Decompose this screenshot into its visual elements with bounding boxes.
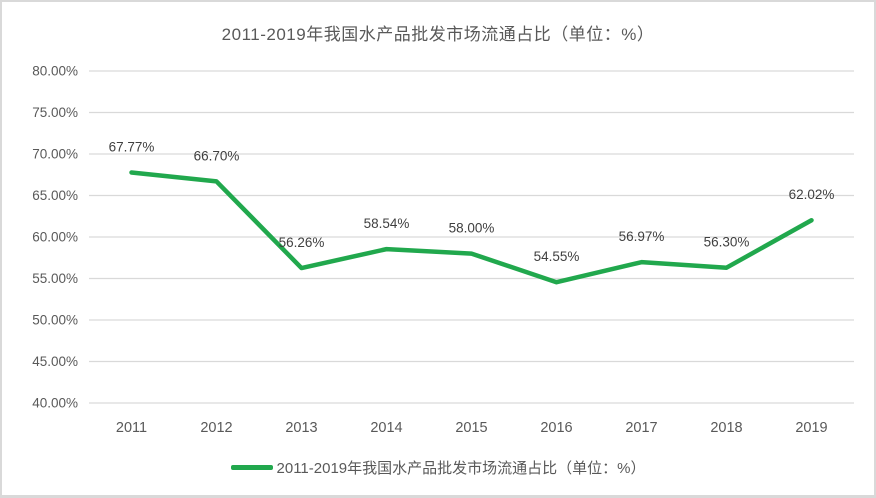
x-tick-label: 2015	[455, 420, 487, 436]
data-label: 54.55%	[534, 249, 580, 264]
legend-label: 2011-2019年我国水产品批发市场流通占比（单位：%）	[276, 460, 646, 477]
y-axis-labels: 40.00% 45.00% 50.00% 55.00% 60.00% 65.00% 70.0…	[32, 64, 78, 411]
x-tick-label: 2013	[285, 420, 317, 436]
y-tick-label: 55.00%	[32, 271, 78, 286]
y-tick-label: 50.00%	[32, 313, 78, 328]
data-label: 56.30%	[704, 235, 750, 250]
x-tick-label: 2017	[625, 420, 657, 436]
chart-title: 2011-2019年我国水产品批发市场流通占比（单位：%）	[221, 25, 655, 44]
x-tick-label: 2016	[540, 420, 572, 436]
x-axis-labels: 2011 2012 2013 2014 2015 2016 2017 2018 2019	[116, 420, 828, 436]
chart-legend: 2011-2019年我国水产品批发市场流通占比（单位：%）	[2, 457, 874, 478]
data-label: 62.02%	[789, 187, 835, 202]
series-line	[129, 170, 814, 285]
gridlines	[89, 70, 854, 404]
y-tick-label: 80.00%	[32, 64, 78, 79]
x-tick-label: 2014	[370, 420, 402, 436]
y-tick-label: 60.00%	[32, 230, 78, 245]
data-label: 56.26%	[279, 235, 325, 250]
y-tick-label: 75.00%	[32, 105, 78, 120]
data-label: 66.70%	[194, 148, 240, 163]
data-label: 67.77%	[109, 140, 155, 155]
x-tick-label: 2018	[710, 420, 742, 436]
x-tick-label: 2012	[200, 420, 232, 436]
legend-line-swatch	[230, 465, 273, 470]
data-label: 58.00%	[449, 221, 495, 236]
y-tick-label: 45.00%	[32, 354, 78, 369]
y-tick-label: 65.00%	[32, 188, 78, 203]
data-labels: 67.77% 66.70% 56.26% 58.54% 58.00% 54.55% 56.9…	[109, 140, 835, 265]
y-tick-label: 40.00%	[32, 396, 78, 411]
x-tick-label: 2011	[116, 420, 147, 436]
y-tick-label: 70.00%	[32, 147, 78, 162]
data-label: 58.54%	[364, 216, 410, 231]
data-label: 56.97%	[619, 229, 665, 244]
x-tick-label: 2019	[795, 420, 827, 436]
